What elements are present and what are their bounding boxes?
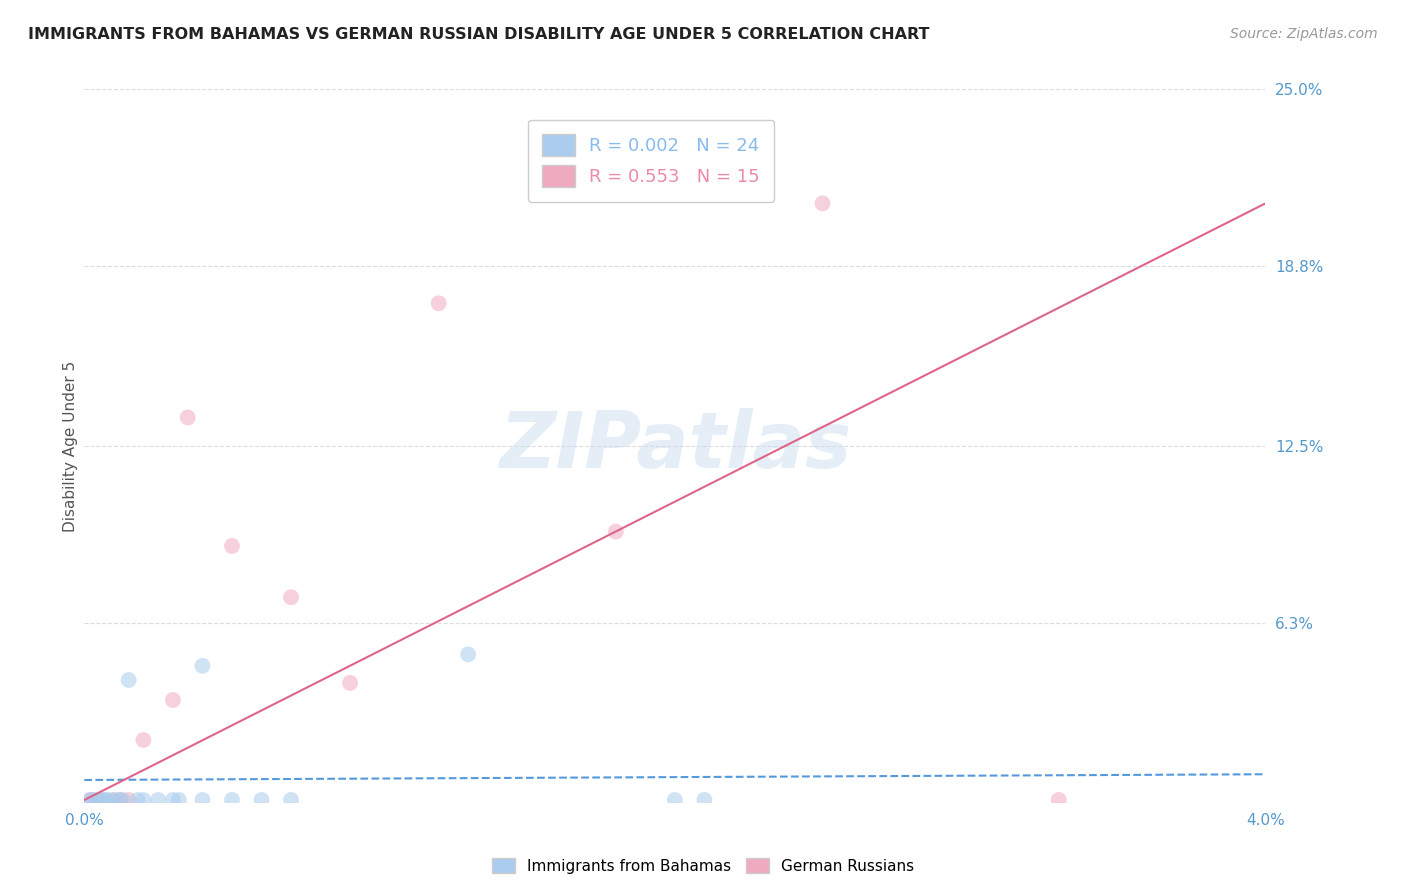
Point (177, 410, 200, 425)
Point (111, 793, 134, 807)
Point (108, 793, 131, 807)
Point (280, 793, 302, 807)
Point (191, 793, 214, 807)
Point (132, 733, 155, 747)
Point (167, 793, 190, 807)
Point (1047, 793, 1070, 807)
Point (280, 591, 302, 605)
Point (457, 648, 479, 662)
Point (79, 793, 101, 807)
Point (118, 673, 141, 687)
Point (91, 793, 114, 807)
Point (132, 793, 155, 807)
Point (605, 524, 627, 539)
Point (82, 793, 104, 807)
Point (127, 793, 149, 807)
Point (221, 539, 243, 553)
Point (103, 793, 125, 807)
Point (162, 693, 184, 707)
Point (191, 658, 214, 673)
Point (108, 793, 131, 807)
Point (84, 793, 107, 807)
Text: Source: ZipAtlas.com: Source: ZipAtlas.com (1230, 27, 1378, 41)
Text: ZIPatlas: ZIPatlas (499, 408, 851, 484)
Point (162, 793, 184, 807)
Point (103, 793, 125, 807)
Point (87, 793, 111, 807)
Point (87, 793, 111, 807)
Point (339, 676, 361, 690)
Point (97, 793, 120, 807)
Point (94, 793, 117, 807)
Point (118, 793, 141, 807)
Point (664, 793, 686, 807)
Point (148, 793, 170, 807)
Legend: R = 0.002   N = 24, R = 0.553   N = 15: R = 0.002 N = 24, R = 0.553 N = 15 (529, 120, 775, 202)
Point (250, 793, 273, 807)
Point (693, 793, 716, 807)
Y-axis label: Disability Age Under 5: Disability Age Under 5 (63, 360, 77, 532)
Point (811, 196, 834, 211)
Point (427, 296, 450, 310)
Text: IMMIGRANTS FROM BAHAMAS VS GERMAN RUSSIAN DISABILITY AGE UNDER 5 CORRELATION CHA: IMMIGRANTS FROM BAHAMAS VS GERMAN RUSSIA… (28, 27, 929, 42)
Point (79, 793, 101, 807)
Point (221, 793, 243, 807)
Legend: Immigrants from Bahamas, German Russians: Immigrants from Bahamas, German Russians (485, 852, 921, 880)
